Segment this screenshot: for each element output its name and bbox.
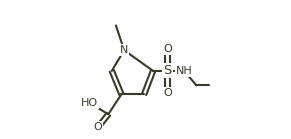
Text: HO: HO xyxy=(81,98,98,108)
Text: NH: NH xyxy=(176,66,192,76)
Text: O: O xyxy=(163,44,172,54)
Text: O: O xyxy=(94,122,102,132)
Text: O: O xyxy=(163,88,172,98)
Text: S: S xyxy=(163,64,172,77)
Text: N: N xyxy=(120,45,128,55)
